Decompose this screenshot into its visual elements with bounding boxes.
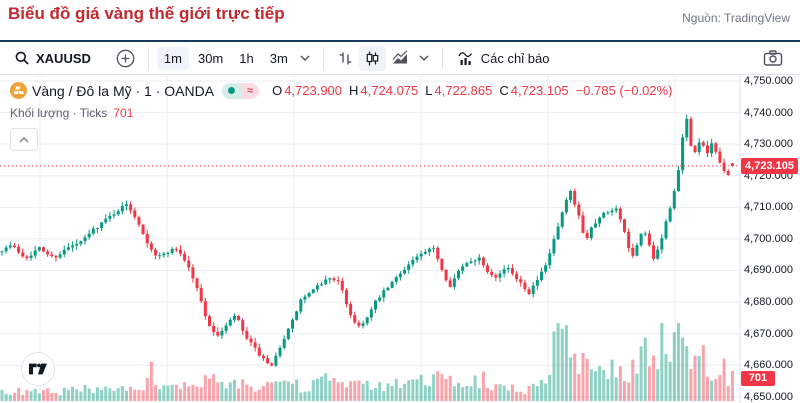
candlestick-chart-icon bbox=[364, 50, 381, 67]
indicators-label: Các chỉ báo bbox=[480, 50, 550, 66]
volume-layer bbox=[0, 323, 734, 401]
gold-symbol-icon bbox=[10, 82, 27, 99]
area-chart-icon bbox=[391, 50, 409, 66]
candle-style-button[interactable] bbox=[358, 45, 386, 71]
indicators-button[interactable]: Các chỉ báo bbox=[451, 46, 556, 70]
plus-circle-icon bbox=[116, 49, 135, 68]
change-value: −0.785 (−0.02%) bbox=[575, 83, 673, 98]
tv-logo-glyph-icon bbox=[29, 363, 47, 375]
timeframe-3m-button[interactable]: 3m bbox=[269, 50, 288, 66]
toolbar-separator bbox=[322, 47, 324, 69]
close-value: 4,723.105 bbox=[510, 83, 569, 98]
toolbar-separator bbox=[147, 47, 149, 69]
page-title: Biểu đồ giá vàng thế giới trực tiếp bbox=[8, 4, 285, 23]
symbol-search-button[interactable]: XAUUSD bbox=[10, 47, 95, 69]
chevron-down-icon bbox=[419, 55, 429, 61]
bar-style-button[interactable] bbox=[332, 46, 359, 71]
high-label: H bbox=[349, 83, 359, 98]
legend-symbol-title[interactable]: Vàng / Đô la Mỹ · 1 · OANDA bbox=[32, 82, 215, 99]
timeframe-1h-button[interactable]: 1h bbox=[239, 50, 254, 66]
close-label: C bbox=[499, 83, 509, 98]
symbol-label: XAUUSD bbox=[36, 50, 91, 66]
toolbar-separator bbox=[441, 47, 443, 69]
chevron-up-icon bbox=[19, 136, 29, 143]
chart-legend: Vàng / Đô la Mỹ · 1 · OANDA ≈ O 4,723.900… bbox=[10, 82, 672, 151]
candles-layer bbox=[0, 114, 734, 368]
header-divider bbox=[0, 40, 800, 42]
search-icon bbox=[14, 50, 30, 66]
timeframe-dropdown-button[interactable] bbox=[295, 51, 315, 65]
candlestick-chart[interactable] bbox=[0, 75, 800, 403]
grid-layer bbox=[0, 75, 741, 403]
chart-toolbar: XAUUSD 1m 30m 1h 3m bbox=[0, 42, 800, 75]
bars-chart-icon bbox=[337, 50, 354, 67]
market-open-dot-icon bbox=[222, 82, 242, 99]
open-value: 4,723.900 bbox=[284, 83, 343, 98]
area-style-button[interactable] bbox=[386, 46, 414, 70]
timeframe-1m-button[interactable]: 1m bbox=[156, 46, 189, 70]
timeframe-group: 1m 30m 1h 3m bbox=[156, 46, 295, 70]
timeframe-30m-button[interactable]: 30m bbox=[197, 50, 224, 66]
compare-add-button[interactable] bbox=[111, 45, 140, 72]
volume-study-value: 701 bbox=[113, 106, 134, 120]
low-label: L bbox=[425, 83, 433, 98]
indicators-icon bbox=[457, 50, 475, 66]
tradingview-logo[interactable] bbox=[21, 352, 55, 386]
last-volume-badge: 701 bbox=[741, 371, 775, 386]
ohlc-values: O 4,723.900 H 4,724.075 L 4,722.865 C 4,723.… bbox=[272, 83, 672, 98]
chevron-down-icon bbox=[300, 55, 310, 61]
last-price-badge: 4,723.105 bbox=[741, 157, 798, 174]
open-label: O bbox=[272, 83, 283, 98]
source-attribution: Nguồn: TradingView bbox=[682, 11, 790, 25]
market-status-pill[interactable]: ≈ bbox=[222, 82, 260, 99]
legend-collapse-button[interactable] bbox=[10, 128, 38, 151]
style-dropdown-button[interactable] bbox=[414, 51, 434, 65]
high-value: 4,724.075 bbox=[360, 83, 419, 98]
screenshot-button[interactable] bbox=[758, 46, 788, 70]
chart-area: 4,750.000 4,740.000 4,730.000 4,720.000 4,71… bbox=[0, 75, 800, 403]
low-value: 4,722.865 bbox=[434, 83, 493, 98]
delayed-data-icon: ≈ bbox=[241, 82, 260, 99]
volume-study-label: Khối lượng · Ticks bbox=[10, 106, 108, 120]
camera-icon bbox=[763, 50, 783, 66]
